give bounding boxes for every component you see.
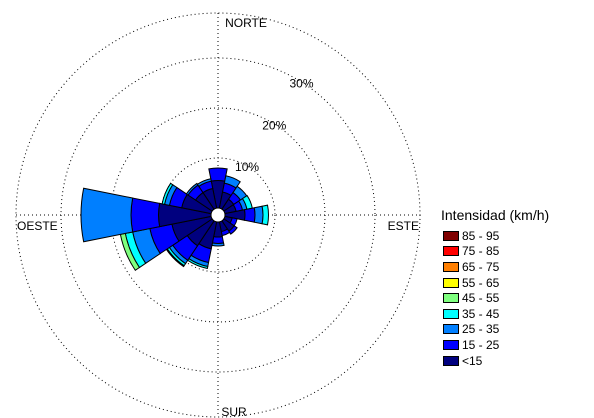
legend-title: Intensidad (km/h) — [441, 207, 550, 223]
petal-90-bin-2 — [253, 205, 264, 225]
petal-0-bin-1 — [208, 167, 228, 182]
legend-swatch — [443, 246, 459, 257]
legend-label: 55 - 65 — [462, 275, 500, 290]
wind-petals — [80, 167, 269, 271]
petal-292.5-bin-3 — [161, 182, 174, 205]
legend-label: 45 - 55 — [462, 291, 500, 306]
radial-labels: 10% 20% 30% — [235, 76, 314, 174]
legend-swatch — [443, 277, 459, 288]
petal-180-bin-2 — [211, 242, 225, 247]
legend: Intensidad (km/h) 85 - 95 75 - 85 65 - 7… — [441, 207, 591, 368]
legend-item-45-55: 45 - 55 — [441, 290, 591, 306]
legend-label: 65 - 75 — [462, 259, 500, 274]
legend-swatch — [443, 293, 459, 304]
radial-tick-label-20: 20% — [262, 118, 286, 132]
legend-swatch — [443, 355, 459, 366]
legend-item-75-85: 75 - 85 — [441, 244, 591, 260]
petal-135-bin-1 — [228, 225, 238, 235]
legend-item-lt15: <15 — [441, 353, 591, 369]
legend-label: 35 - 45 — [462, 306, 500, 321]
petal-180-bin-1 — [211, 235, 225, 244]
legend-swatch — [443, 261, 459, 272]
grid-ring-outer — [15, 12, 421, 418]
legend-label: 85 - 95 — [462, 228, 500, 243]
legend-item-85-95: 85 - 95 — [441, 228, 591, 244]
petal-22.5-bin-2 — [223, 175, 241, 189]
legend-label: 75 - 85 — [462, 244, 500, 259]
legend-label: <15 — [462, 353, 483, 368]
petal-270-bin-2 — [80, 187, 134, 243]
petal-90-bin-3 — [261, 204, 269, 226]
legend-label: 25 - 35 — [462, 322, 500, 337]
radial-tick-label-10: 10% — [235, 160, 259, 174]
petal-270-bin-1 — [130, 197, 161, 233]
petal-90-bin-1 — [243, 207, 256, 223]
legend-item-15-25: 15 - 25 — [441, 337, 591, 353]
legend-swatch — [443, 339, 459, 350]
legend-item-65-75: 65 - 75 — [441, 259, 591, 275]
direction-labels: NORTE SUR ESTE OESTE — [17, 16, 419, 418]
grid-ring — [60, 57, 376, 373]
legend-label: 15 - 25 — [462, 337, 500, 352]
legend-item-35-45: 35 - 45 — [441, 306, 591, 322]
legend-item-25-35: 25 - 35 — [441, 322, 591, 338]
windrose-plot: 10% 20% 30% NORTE SUR ESTE OESTE — [15, 12, 421, 418]
legend-swatch — [443, 324, 459, 335]
radial-tick-label-30: 30% — [289, 76, 313, 90]
petal-337.5-bin-2 — [196, 178, 212, 188]
legend-swatch — [443, 308, 459, 319]
direction-label-north: NORTE — [225, 16, 267, 30]
petal-315-bin-2 — [185, 182, 199, 196]
direction-label-east: ESTE — [388, 219, 419, 233]
direction-label-west: OESTE — [17, 219, 58, 233]
center-hub — [210, 207, 226, 223]
polar-grid — [15, 12, 421, 418]
legend-item-55-65: 55 - 65 — [441, 275, 591, 291]
legend-swatch — [443, 230, 459, 241]
direction-label-south: SUR — [221, 405, 247, 418]
